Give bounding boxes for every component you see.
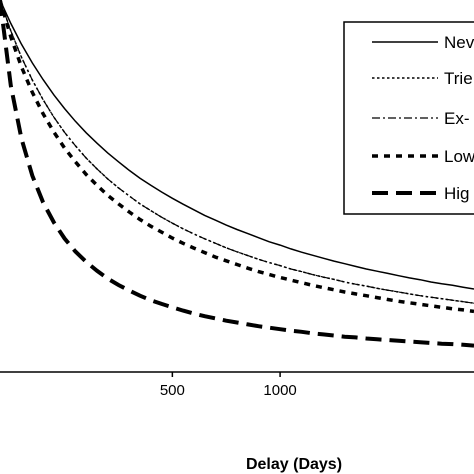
series-line-1 — [0, 0, 474, 290]
legend-label: Trie — [444, 69, 473, 88]
series-line-3 — [0, 0, 474, 304]
series-line-5 — [0, 0, 474, 348]
x-tick-label: 500 — [160, 382, 185, 399]
legend: Nev Trie Ex- Low Hig — [343, 21, 474, 215]
legend-label: Ex- — [444, 109, 470, 128]
legend-label: Low — [444, 147, 474, 166]
x-ticks: 500 1000 — [160, 372, 297, 399]
x-axis-title: Delay (Days) — [246, 456, 342, 473]
series-layer — [0, 0, 474, 348]
series-line-4 — [0, 0, 474, 314]
legend-label: Hig — [444, 184, 470, 203]
x-tick-label: 1000 — [263, 382, 296, 399]
legend-label: Nev — [444, 33, 474, 52]
series-line-2 — [0, 0, 474, 304]
